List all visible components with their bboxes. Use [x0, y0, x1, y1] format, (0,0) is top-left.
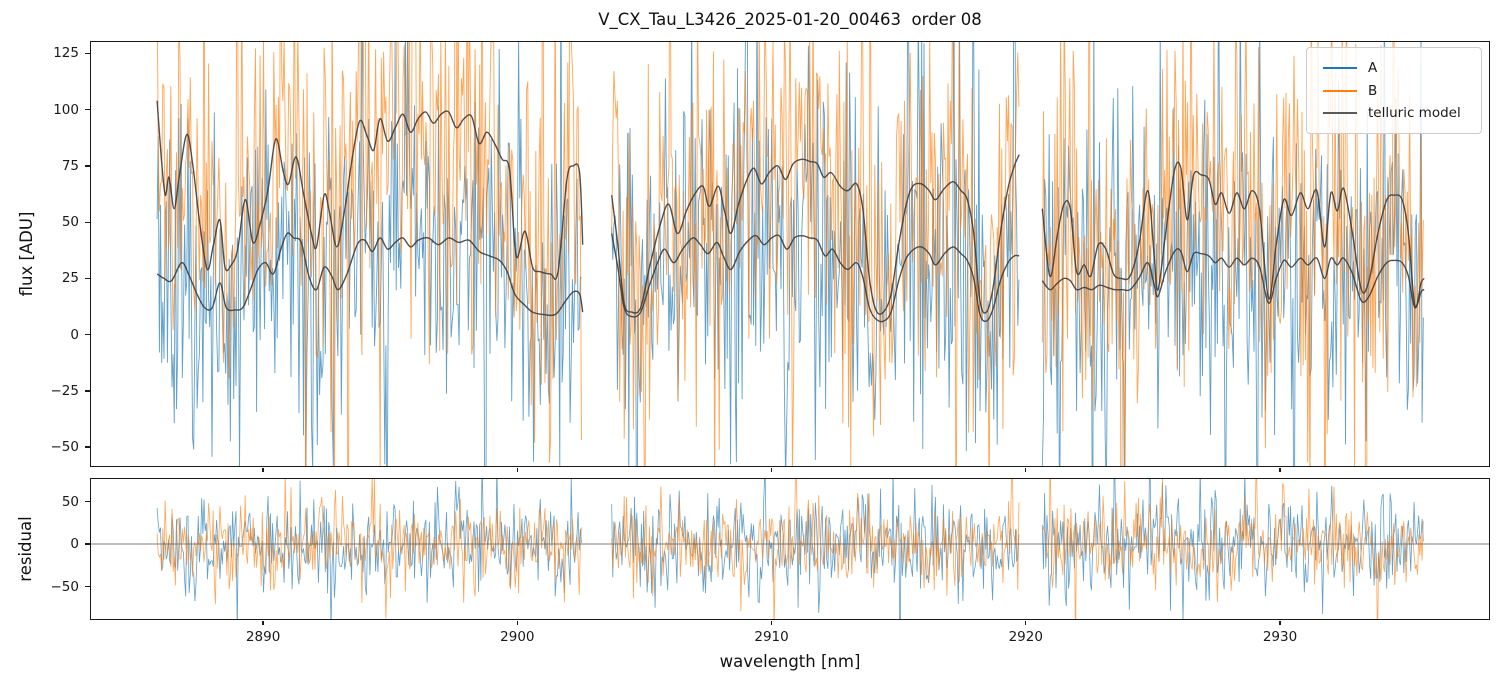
residual-plot-area	[90, 478, 1489, 619]
flux-x-tickmark	[262, 467, 264, 472]
x-axis-label: wavelength [nm]	[719, 652, 861, 671]
flux-y-tickmark	[85, 109, 90, 111]
residual-y-tickmark	[85, 585, 90, 588]
x-ticklabel: 2910	[754, 629, 789, 645]
legend-item-a: A	[1317, 57, 1471, 79]
residual-y-ticklabel: −50	[50, 578, 80, 595]
legend-item-b: B	[1317, 80, 1471, 102]
residual-y-tickmark	[85, 500, 90, 503]
legend-label-a: A	[1368, 60, 1378, 76]
x-ticklabel: 2900	[500, 629, 535, 645]
flux-y-tickmark	[85, 277, 90, 280]
flux-x-tickmark	[516, 467, 518, 472]
x-ticklabel: 2930	[1262, 629, 1298, 645]
flux-x-tickmark	[1279, 467, 1281, 472]
legend-label-telluric: telluric model	[1368, 105, 1461, 121]
residual-x-tickmark	[1025, 620, 1027, 625]
residual-y-tickmark	[85, 543, 90, 545]
flux-y-tickmark	[85, 333, 90, 336]
flux-plot-area	[155, 41, 1425, 466]
residual-x-tickmark	[770, 620, 773, 625]
flux-y-tickmark	[85, 52, 90, 55]
residual-y-ticklabel: 50	[61, 493, 79, 510]
flux-y-tickmark	[85, 221, 90, 223]
legend-line-b	[1323, 89, 1357, 92]
residual-y-ticklabel: 0	[70, 536, 79, 553]
residual-x-tickmark	[516, 620, 518, 625]
legend-line-a	[1323, 67, 1357, 69]
flux-panel	[89, 40, 1490, 467]
chart-title: V_CX_Tau_L3426_2025-01-20_00463 order 08	[598, 10, 982, 29]
legend-line-telluric	[1323, 112, 1357, 114]
flux-y-tickmark	[85, 390, 90, 392]
flux-y-ticklabel: 50	[61, 214, 79, 231]
legend: A B telluric model	[1306, 47, 1482, 134]
flux-y-ticklabel: 125	[53, 45, 79, 62]
flux-x-tickmark	[770, 467, 773, 472]
flux-y-ticklabel: 0	[70, 326, 79, 343]
flux-y-tickmark	[85, 165, 90, 167]
residual-x-tickmark	[1279, 620, 1281, 625]
flux-y-ticklabel: −25	[50, 382, 80, 399]
flux-y-tickmark	[85, 446, 90, 448]
residual-panel	[89, 477, 1490, 620]
flux-y-axis-label: flux [ADU]	[17, 211, 36, 297]
legend-item-telluric: telluric model	[1317, 102, 1471, 124]
flux-y-ticklabel: 25	[61, 270, 79, 287]
x-ticklabel: 2890	[245, 629, 281, 645]
x-ticklabel: 2920	[1008, 629, 1043, 645]
legend-label-b: B	[1368, 82, 1378, 99]
flux-y-ticklabel: −50	[50, 439, 80, 456]
flux-y-ticklabel: 100	[53, 101, 79, 118]
flux-x-tickmark	[1025, 467, 1027, 472]
residual-x-tickmark	[262, 620, 264, 625]
flux-y-ticklabel: 75	[61, 157, 79, 174]
